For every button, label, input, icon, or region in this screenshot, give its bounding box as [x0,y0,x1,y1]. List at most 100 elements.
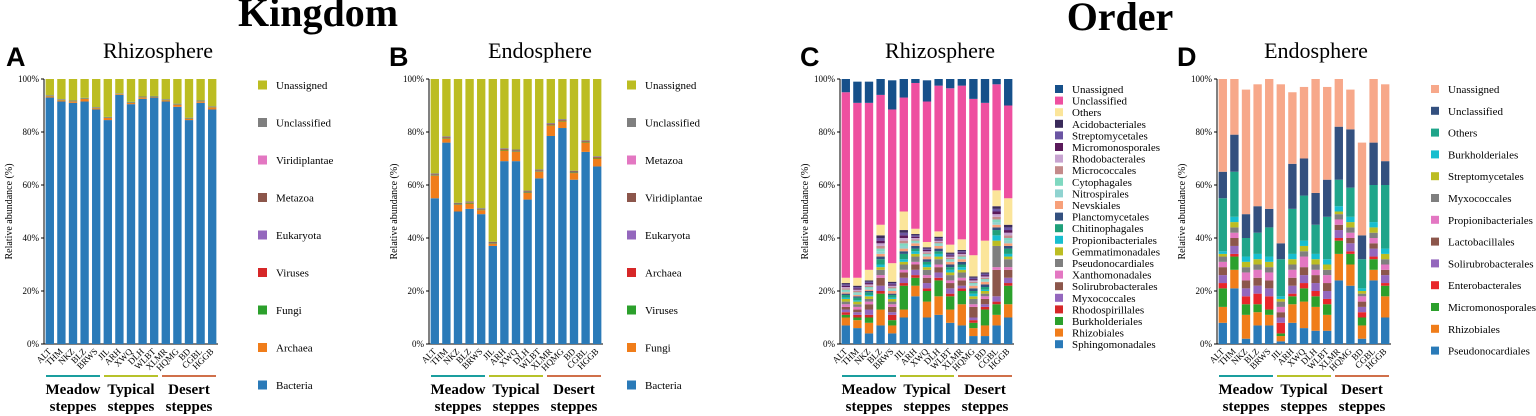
bar-segment-propionibacteriales [969,293,978,297]
bar-segment-unclassified [523,190,532,192]
legend-swatch [1055,282,1063,291]
bar-segment-rhodobacterales [876,243,885,246]
bar-segment-unassigned [922,80,932,102]
bar-segment-sphingomonadales [1004,317,1013,344]
bar-segment-enterobacterales [1276,322,1285,334]
bar-segment-gemmatimonadales [992,240,1001,246]
bar-segment-sphingomonadales [980,336,990,344]
bar-segment-cytophagales [992,219,1001,223]
bar-segment-rhodospirillales [980,306,990,310]
legend-swatch [1055,224,1063,233]
legend-label: Rhodospirillales [1072,304,1144,316]
bar-segment-acidobacteriales [899,230,908,233]
bar-segment-unclassified [853,102,862,278]
legend-label: Streptomycetales [1448,171,1524,183]
bar-segment-streptomycetales [1230,222,1239,228]
bar-segment-bacteria [57,101,66,345]
group-label: Desert [964,382,1006,398]
bar-segment-planctomycetales [957,261,966,265]
legend-label: Unassigned [645,80,697,92]
bar-segment-xanthomonadales [969,304,978,307]
group-label: Typical [492,382,539,398]
bar-segment-sphingomonadales [957,325,966,344]
bar-segment-myxococcales [992,296,1001,302]
bar-segment-unassigned [1218,79,1227,172]
bar-segment-enterobacterales [1334,238,1343,241]
bar-segment-fungi [430,175,439,199]
bar-segment-solirubrobacterales [1381,275,1390,284]
legend-label: Burkholderiales [1448,149,1518,161]
bar-segment-pseudonocardiales [1299,328,1309,344]
y-tick-label: 20% [1196,286,1213,296]
bar-segment-micromonosporales [1253,304,1262,313]
bar-segment-gemmatimonadales [922,267,932,270]
bar-segment-xanthomonadales [899,269,908,273]
bar-segment-xanthomonadales [841,304,850,307]
bar-segment-bacteria [92,109,101,344]
bar-segment-unassigned [92,79,101,108]
legend-swatch [1431,281,1439,290]
bar-segment-unclassified [1253,206,1262,233]
bar-segment-cytophagales [911,240,920,242]
bar-segment-fungi [465,203,474,209]
bar-segment-bacteria [430,198,439,344]
bar-segment-viruses [488,243,497,244]
bar-segment-unclassified [581,140,590,142]
bar-segment-fungi [477,210,486,215]
bar-segment-viridiplantae [500,148,509,150]
legend-swatch [1055,201,1063,209]
bar-segment-micrococcales [888,287,897,289]
bar-segment-rhizobiales [1265,314,1274,326]
y-axis-label: Relative abundance (%) [1177,163,1188,259]
bar-segment-sphingomonadales [922,317,932,344]
bar-segment-gemmatimonadales [899,261,908,265]
bar-segment-archaea [138,97,147,99]
bar-segment-archaea [208,107,217,110]
bar-segment-gemmatimonadales [841,298,850,302]
bar-segment-rhizobiales [911,285,920,297]
bar-segment-unclassified [477,208,486,209]
legend-label: Unassigned [276,80,328,92]
legend-label: Viridiplantae [276,155,333,167]
bar-segment-unassigned [184,79,194,118]
bar-segment-unassigned [442,79,451,137]
bar-segment-enterobacterales [1218,283,1227,289]
bar-segment-viridiplantae [430,174,439,175]
bar-segment-solirubrobacterales [992,269,1001,297]
legend-swatch [627,193,636,202]
group-label: steppes [846,399,893,415]
legend-swatch [1431,324,1439,333]
legend-swatch [258,230,267,240]
bar-segment-unclassified [57,99,66,100]
bar-segment-bacteria [115,94,124,345]
bar-segment-unclassified [184,117,194,119]
bar-segment-gemmatimonadales [864,296,874,299]
bar-segment-rhizobiales [1381,296,1390,318]
bar-segment-unassigned [453,79,463,203]
bar-segment-solirubrobacterales [1346,243,1355,252]
bar-segment-unassigned [465,79,474,202]
bar-segment-myxococcales [1381,259,1390,265]
bar-segment-micrococcales [922,252,932,254]
bar-segment-nitrospirales [969,284,978,286]
bar-segment-rhizobiales [1276,336,1285,342]
bar-segment-rhizobiales [899,309,908,318]
bar-segment-myxococcales [957,285,966,289]
bar-segment-nitrospirales [876,251,885,254]
bar-segment-myxococcales [1299,251,1309,257]
legend-swatch [1055,177,1063,186]
bar-segment-xanthomonadales [888,304,897,307]
bar-segment-acidobacteriales [980,272,990,274]
bar-segment-lactobacillales [1381,269,1390,276]
bar-segment-lactobacillales [1311,275,1320,284]
bar-segment-unclassified [969,98,978,256]
bar-segment-viruses [569,172,579,174]
bar-segment-viridiplantae [523,191,532,193]
legend-label: Pseudonocardiales [1448,346,1530,358]
bar-segment-myxococcales [864,309,874,315]
legend-label: Planctomycetales [1072,212,1149,224]
bar-segment-micromonosporales [876,240,885,244]
bar-segment-unclassified [899,97,908,212]
bar-segment-nevskiales [957,259,966,262]
bar-segment-unassigned [535,79,544,170]
